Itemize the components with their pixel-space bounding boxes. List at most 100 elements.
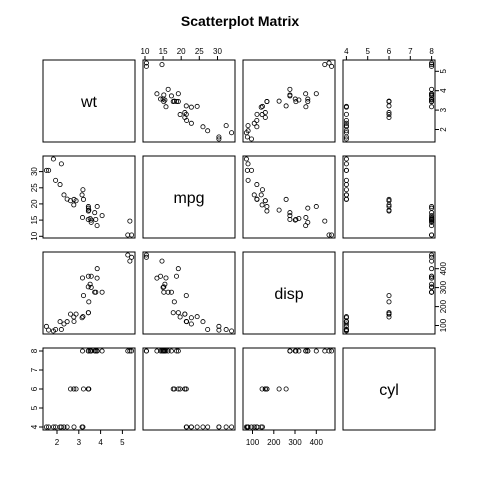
data-point — [258, 192, 264, 198]
panel-frame — [342, 251, 436, 335]
data-point — [99, 348, 105, 354]
data-point — [343, 136, 349, 142]
data-point — [183, 386, 189, 392]
data-point — [170, 386, 176, 392]
data-point — [71, 196, 77, 202]
data-point — [80, 386, 86, 392]
data-point — [80, 293, 86, 299]
data-point — [86, 299, 92, 305]
data-point — [429, 252, 435, 258]
data-point — [79, 315, 85, 321]
panel-disp-vs-wt — [42, 251, 136, 335]
data-point — [161, 92, 167, 98]
data-point — [429, 62, 435, 68]
data-point — [305, 96, 311, 102]
data-point — [429, 215, 435, 221]
data-point — [85, 208, 91, 214]
data-point — [127, 258, 133, 264]
tick-label-wt: 3 — [439, 107, 448, 112]
data-point — [343, 167, 349, 173]
tick-label-wt: 4 — [439, 88, 448, 93]
data-point — [276, 98, 282, 104]
data-point — [296, 348, 302, 354]
data-point — [43, 424, 49, 430]
data-point — [303, 104, 309, 110]
tick-label-mpg: 10 — [30, 231, 39, 240]
data-point — [287, 216, 293, 222]
panel-frame — [242, 59, 336, 143]
tick-label-disp: 100 — [439, 318, 448, 332]
data-point — [343, 319, 349, 325]
data-point — [343, 104, 349, 110]
data-point — [183, 424, 189, 430]
data-point — [386, 114, 392, 120]
data-point — [216, 136, 222, 142]
data-point — [343, 130, 349, 136]
data-point — [94, 348, 100, 354]
data-point — [343, 156, 349, 162]
data-point — [343, 161, 349, 167]
data-point — [264, 386, 270, 392]
data-point — [80, 196, 86, 202]
data-point — [386, 112, 392, 118]
data-point — [188, 120, 194, 126]
data-point — [177, 386, 183, 392]
data-point — [182, 311, 188, 317]
data-point — [125, 252, 131, 258]
data-point — [276, 207, 282, 213]
data-point — [159, 258, 165, 264]
data-point — [313, 204, 319, 210]
tick-label-mpg: 15 — [30, 215, 39, 224]
data-point — [177, 314, 183, 320]
data-point — [168, 289, 174, 295]
data-point — [85, 284, 91, 290]
data-point — [93, 289, 99, 295]
data-point — [429, 275, 435, 281]
data-point — [229, 424, 235, 430]
data-point — [163, 104, 169, 110]
data-point — [183, 319, 189, 325]
data-point — [322, 348, 328, 354]
data-point — [429, 63, 435, 69]
data-point — [223, 123, 229, 129]
tick-label-mpg: 20 — [30, 199, 39, 208]
data-point — [143, 63, 149, 69]
data-point — [205, 424, 211, 430]
panel-frame — [242, 155, 336, 239]
data-point — [254, 424, 260, 430]
data-point — [175, 91, 181, 97]
tick-label-disp: 200 — [439, 299, 448, 313]
data-point — [71, 424, 77, 430]
tick-label-cyl: 6 — [387, 47, 392, 56]
data-point — [68, 311, 74, 317]
data-point — [259, 187, 265, 193]
data-point — [386, 311, 392, 317]
data-point — [127, 348, 133, 354]
data-point — [429, 232, 435, 238]
data-point — [429, 104, 435, 110]
tick-label-cyl: 8 — [30, 348, 39, 353]
data-point — [322, 62, 328, 68]
panel-mpg-vs-disp — [242, 155, 336, 239]
data-point — [154, 275, 160, 281]
data-point — [182, 386, 188, 392]
data-point — [429, 60, 435, 66]
data-point — [386, 293, 392, 299]
data-point — [125, 232, 131, 238]
data-point — [43, 323, 49, 329]
data-point — [188, 321, 194, 327]
tick-label-cyl: 7 — [30, 367, 39, 372]
tick-label-mpg: 25 — [195, 47, 204, 56]
data-point — [129, 232, 135, 238]
data-point — [143, 348, 149, 354]
data-point — [168, 93, 174, 99]
data-point — [283, 196, 289, 202]
data-point — [223, 327, 229, 333]
data-point — [313, 348, 319, 354]
data-point — [71, 319, 77, 325]
data-point — [254, 117, 260, 123]
panel-mpg-vs-wt — [42, 155, 136, 239]
data-point — [92, 210, 98, 216]
data-point — [245, 128, 251, 134]
tick-label-cyl: 6 — [30, 386, 39, 391]
